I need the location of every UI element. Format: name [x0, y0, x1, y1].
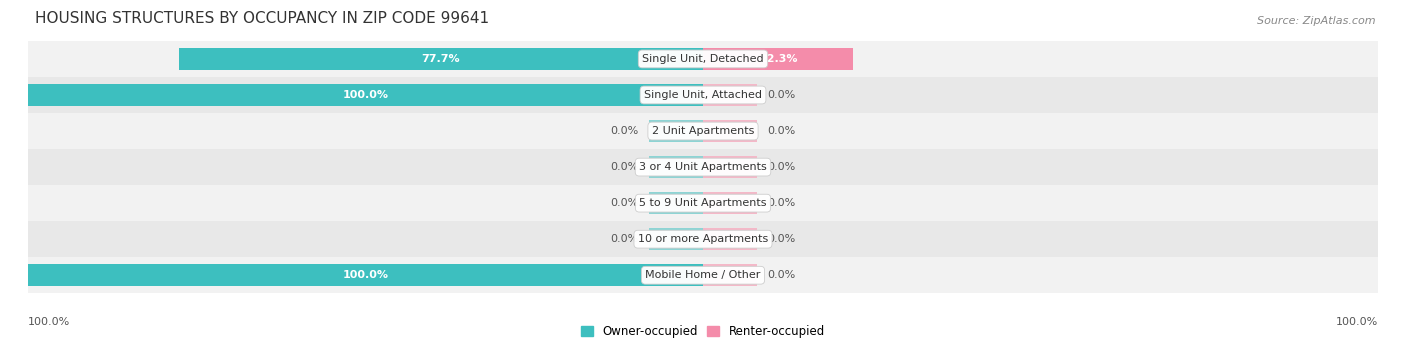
- Text: 100.0%: 100.0%: [1336, 317, 1378, 327]
- Text: 5 to 9 Unit Apartments: 5 to 9 Unit Apartments: [640, 198, 766, 208]
- Bar: [28, 264, 703, 286]
- Bar: [28, 257, 1378, 293]
- Text: 77.7%: 77.7%: [422, 54, 460, 64]
- Bar: [28, 113, 1378, 149]
- Bar: [703, 156, 756, 178]
- Text: 0.0%: 0.0%: [768, 126, 796, 136]
- Bar: [703, 228, 756, 250]
- Bar: [28, 149, 1378, 185]
- Bar: [703, 48, 853, 70]
- Bar: [28, 221, 1378, 257]
- Text: Single Unit, Attached: Single Unit, Attached: [644, 90, 762, 100]
- Bar: [650, 192, 703, 214]
- Text: 3 or 4 Unit Apartments: 3 or 4 Unit Apartments: [640, 162, 766, 172]
- Text: 100.0%: 100.0%: [343, 90, 388, 100]
- Bar: [703, 84, 756, 106]
- Text: Mobile Home / Other: Mobile Home / Other: [645, 270, 761, 280]
- Text: Single Unit, Detached: Single Unit, Detached: [643, 54, 763, 64]
- Bar: [703, 120, 756, 142]
- Text: 10 or more Apartments: 10 or more Apartments: [638, 234, 768, 244]
- Text: 0.0%: 0.0%: [610, 234, 638, 244]
- Text: 0.0%: 0.0%: [768, 234, 796, 244]
- Bar: [28, 77, 1378, 113]
- Text: 0.0%: 0.0%: [768, 90, 796, 100]
- Text: HOUSING STRUCTURES BY OCCUPANCY IN ZIP CODE 99641: HOUSING STRUCTURES BY OCCUPANCY IN ZIP C…: [35, 11, 489, 26]
- Bar: [703, 192, 756, 214]
- Text: 0.0%: 0.0%: [768, 270, 796, 280]
- Text: Source: ZipAtlas.com: Source: ZipAtlas.com: [1257, 16, 1375, 26]
- Bar: [179, 48, 703, 70]
- Text: 100.0%: 100.0%: [343, 270, 388, 280]
- Bar: [650, 228, 703, 250]
- Bar: [28, 41, 1378, 77]
- Text: 100.0%: 100.0%: [28, 317, 70, 327]
- Text: 22.3%: 22.3%: [759, 54, 797, 64]
- Text: 0.0%: 0.0%: [768, 198, 796, 208]
- Bar: [28, 185, 1378, 221]
- Bar: [650, 156, 703, 178]
- Legend: Owner-occupied, Renter-occupied: Owner-occupied, Renter-occupied: [576, 321, 830, 341]
- Text: 0.0%: 0.0%: [610, 126, 638, 136]
- Bar: [703, 264, 756, 286]
- Text: 2 Unit Apartments: 2 Unit Apartments: [652, 126, 754, 136]
- Text: 0.0%: 0.0%: [768, 162, 796, 172]
- Bar: [650, 120, 703, 142]
- Text: 0.0%: 0.0%: [610, 162, 638, 172]
- Text: 0.0%: 0.0%: [610, 198, 638, 208]
- Bar: [28, 84, 703, 106]
